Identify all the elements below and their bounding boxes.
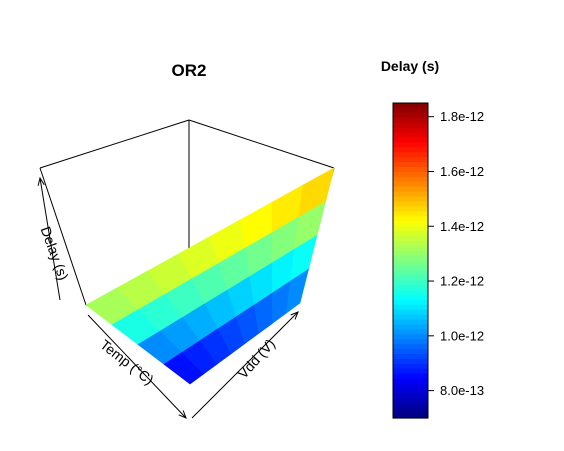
axes: [37, 176, 299, 419]
colorbar-swatch: [393, 314, 428, 321]
colorbar-swatch: [393, 329, 428, 335]
colorbar-swatch: [393, 132, 428, 139]
x-axis-arrow: [87, 314, 187, 419]
colorbar-swatch: [393, 103, 428, 109]
colorbar-swatch: [393, 280, 428, 286]
colorbar-tick-label: 8.0e-13: [440, 383, 484, 398]
colorbar-tick-label: 1.8e-12: [440, 109, 484, 124]
colorbar-swatch: [393, 216, 428, 222]
colorbar-swatch: [393, 349, 428, 355]
colorbar-swatch: [393, 255, 428, 262]
z-axis-arrow: [39, 177, 61, 301]
colorbar-swatch: [393, 294, 428, 301]
colorbar-swatch: [393, 117, 428, 124]
colorbar-swatch: [393, 373, 428, 380]
y-axis-arrow: [191, 311, 299, 419]
colorbar-tick-label: 1.2e-12: [440, 274, 484, 289]
colorbar-swatch: [393, 250, 428, 257]
chart-title: OR2: [172, 61, 207, 80]
colorbar-swatch: [393, 354, 428, 360]
colorbar-swatch: [393, 290, 428, 296]
colorbar-swatch: [393, 383, 428, 390]
colorbar-swatch: [393, 162, 428, 168]
colorbar-swatch: [393, 388, 428, 394]
colorbar-swatch: [393, 147, 428, 153]
colorbar-swatch: [393, 334, 428, 340]
box-edge: [39, 119, 190, 169]
colorbar-swatch: [393, 230, 428, 237]
colorbar-swatch: [393, 270, 428, 276]
colorbar-swatch: [393, 201, 428, 207]
colorbar-swatch: [393, 235, 428, 242]
colorbar-swatch: [393, 107, 428, 114]
box-edge: [39, 167, 87, 306]
surface: [85, 167, 335, 385]
colorbar-swatch: [393, 166, 428, 173]
colorbar-swatch: [393, 393, 428, 399]
colorbar-swatch: [393, 245, 428, 252]
colorbar-swatch: [393, 378, 428, 385]
colorbar-swatch: [393, 122, 428, 129]
y-axis-arrow-head: [290, 311, 299, 320]
colorbar-swatch: [393, 309, 428, 316]
colorbar-swatch: [393, 142, 428, 148]
colorbar-swatch: [393, 299, 428, 306]
colorbar-swatch: [393, 403, 428, 409]
colorbar-swatch: [393, 285, 428, 291]
colorbar-swatch: [393, 368, 428, 375]
colorbar-swatch: [393, 196, 428, 203]
surface-facet: [285, 268, 309, 314]
colorbar-swatch: [393, 413, 428, 419]
colorbar-swatch: [393, 137, 428, 143]
colorbar-swatch: [393, 304, 428, 311]
colorbar-swatch: [393, 260, 428, 267]
z-axis-label: Delay (s): [38, 224, 72, 282]
colorbar-swatch: [393, 344, 428, 350]
colorbar-swatch: [393, 206, 428, 212]
colorbar-swatch: [393, 181, 428, 188]
colorbar-swatch: [393, 240, 428, 247]
colorbar-swatch: [393, 398, 428, 404]
colorbar-swatch: [393, 127, 428, 134]
colorbar-swatch: [393, 157, 428, 163]
colorbar-swatch: [393, 221, 428, 227]
colorbar-swatch: [393, 324, 428, 330]
colorbar-swatch: [393, 275, 428, 281]
colorbar: 8.0e-13 1.0e-12 1.2e-12 1.4e-12 1.6e-12 1.8e-…: [392, 102, 484, 419]
colorbar-swatch: [393, 363, 428, 370]
colorbar-swatch: [393, 226, 428, 232]
colorbar-swatch: [393, 191, 428, 198]
colorbar-swatch: [393, 152, 428, 158]
colorbar-swatch: [393, 339, 428, 345]
colorbar-tick-label: 1.0e-12: [440, 328, 484, 343]
colorbar-swatch: [393, 408, 428, 414]
colorbar-swatch: [393, 358, 428, 365]
colorbar-swatch: [393, 176, 428, 183]
colorbar-swatch: [393, 186, 428, 193]
colorbar-swatch: [393, 319, 428, 326]
colorbar-title: Delay (s): [381, 58, 439, 74]
z-axis-arrow-head: [37, 176, 45, 186]
x-axis-arrow-head: [178, 410, 187, 419]
colorbar-swatch: [393, 171, 428, 178]
colorbar-swatch: [393, 112, 428, 119]
colorbar-tick-label: 1.6e-12: [440, 164, 484, 179]
colorbar-swatch: [393, 265, 428, 271]
colorbar-frame: [392, 102, 429, 419]
box-edge: [188, 119, 335, 169]
colorbar-swatch: [393, 211, 428, 217]
colorbar-tick-label: 1.4e-12: [440, 219, 484, 234]
